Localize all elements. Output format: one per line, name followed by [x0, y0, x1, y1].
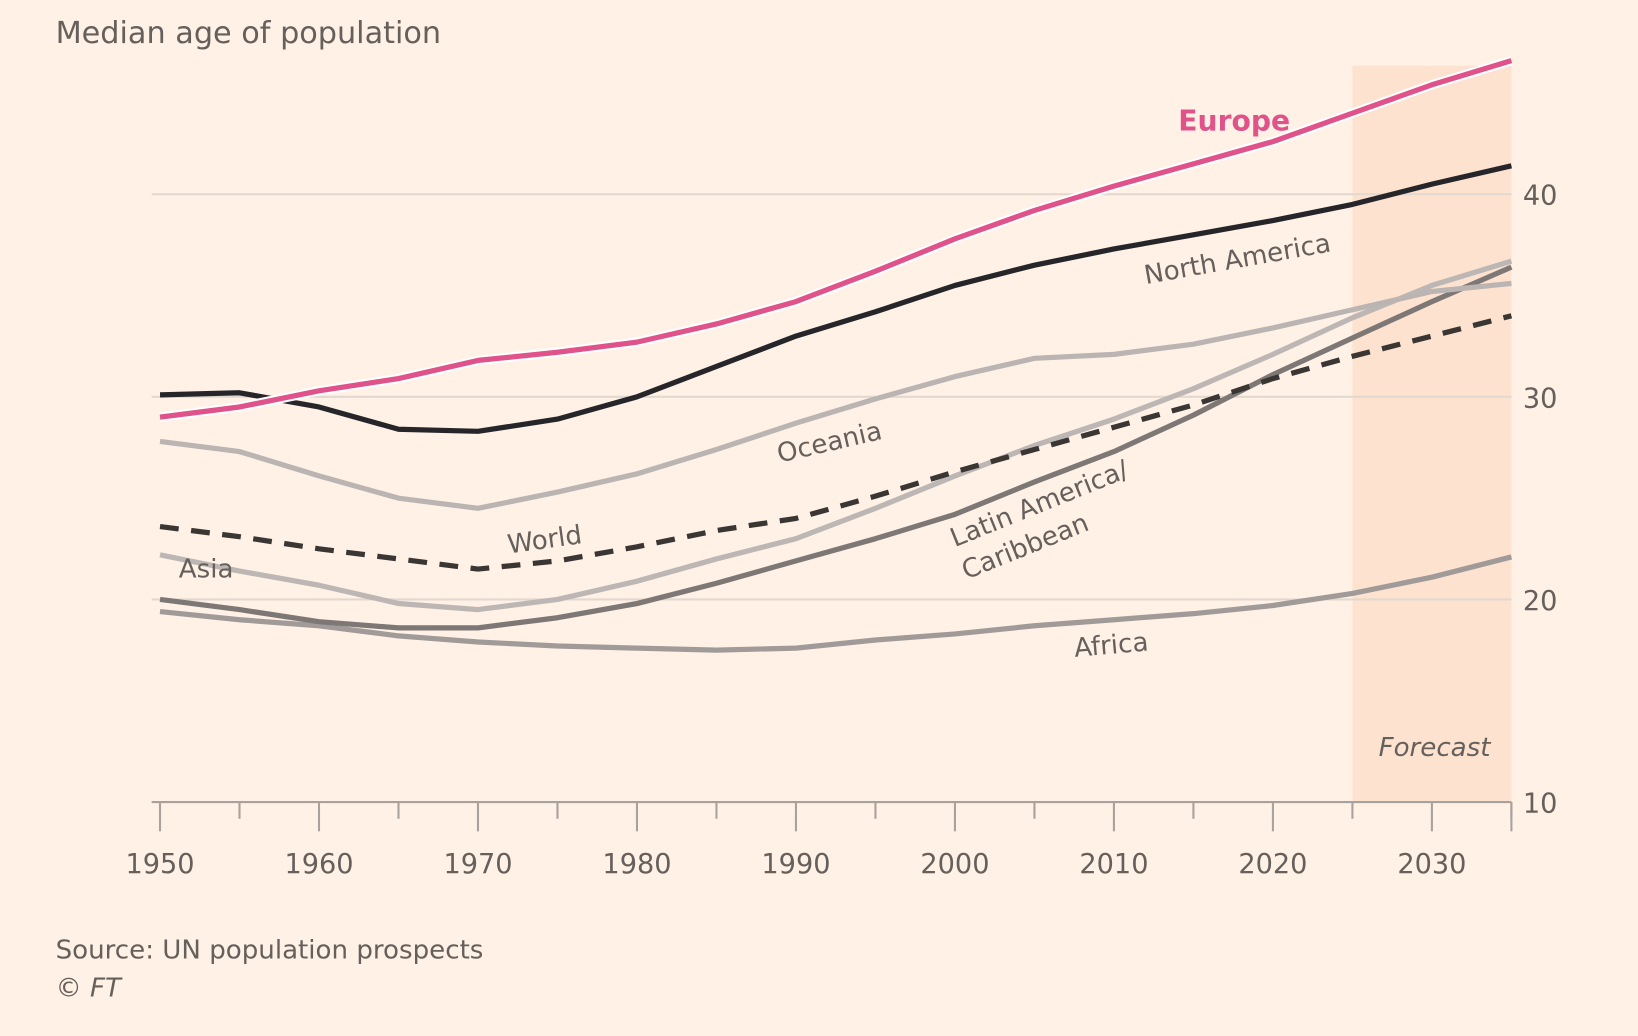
x-tick-label-2000: 2000 [920, 849, 989, 880]
x-axis: 1950 1960 1970 1980 1990 2000 2010 2020 2030 [125, 801, 1513, 880]
label-africa: Africa [1073, 628, 1150, 664]
series-line-africa [159, 554, 1513, 653]
x-tick-label-2030: 2030 [1397, 849, 1466, 880]
series-line-latin-america-caribbean [159, 264, 1513, 631]
series-line-world [159, 313, 1513, 572]
x-tick-label-2010: 2010 [1079, 849, 1148, 880]
credit: © FT [56, 973, 123, 1003]
x-tick-label-1960: 1960 [284, 849, 353, 880]
y-tick-label-30: 30 [1523, 383, 1558, 414]
y-tick-label-10: 10 [1523, 789, 1558, 820]
forecast-band [1352, 65, 1512, 803]
series-line-europe [159, 58, 1513, 420]
x-tick-label-1950: 1950 [125, 849, 194, 880]
label-europe: Europe [1178, 105, 1290, 138]
series-lines [159, 56, 1513, 653]
source-note: Source: UN population prospects [56, 936, 484, 966]
label-asia: Asia [179, 555, 234, 585]
chart-title: Median age of population [56, 16, 442, 51]
y-tick-label-40: 40 [1523, 181, 1558, 212]
x-tick-label-1990: 1990 [761, 849, 830, 880]
x-tick-label-1980: 1980 [602, 849, 671, 880]
y-tick-label-20: 20 [1523, 586, 1558, 617]
x-tick-label-1970: 1970 [443, 849, 512, 880]
x-tick-label-2020: 2020 [1238, 849, 1307, 880]
series-line-north-america [159, 163, 1512, 434]
label-world: World [506, 520, 584, 560]
series-line-asia [159, 258, 1513, 613]
forecast-label: Forecast [1379, 733, 1493, 763]
series-line-oceania [159, 280, 1512, 511]
